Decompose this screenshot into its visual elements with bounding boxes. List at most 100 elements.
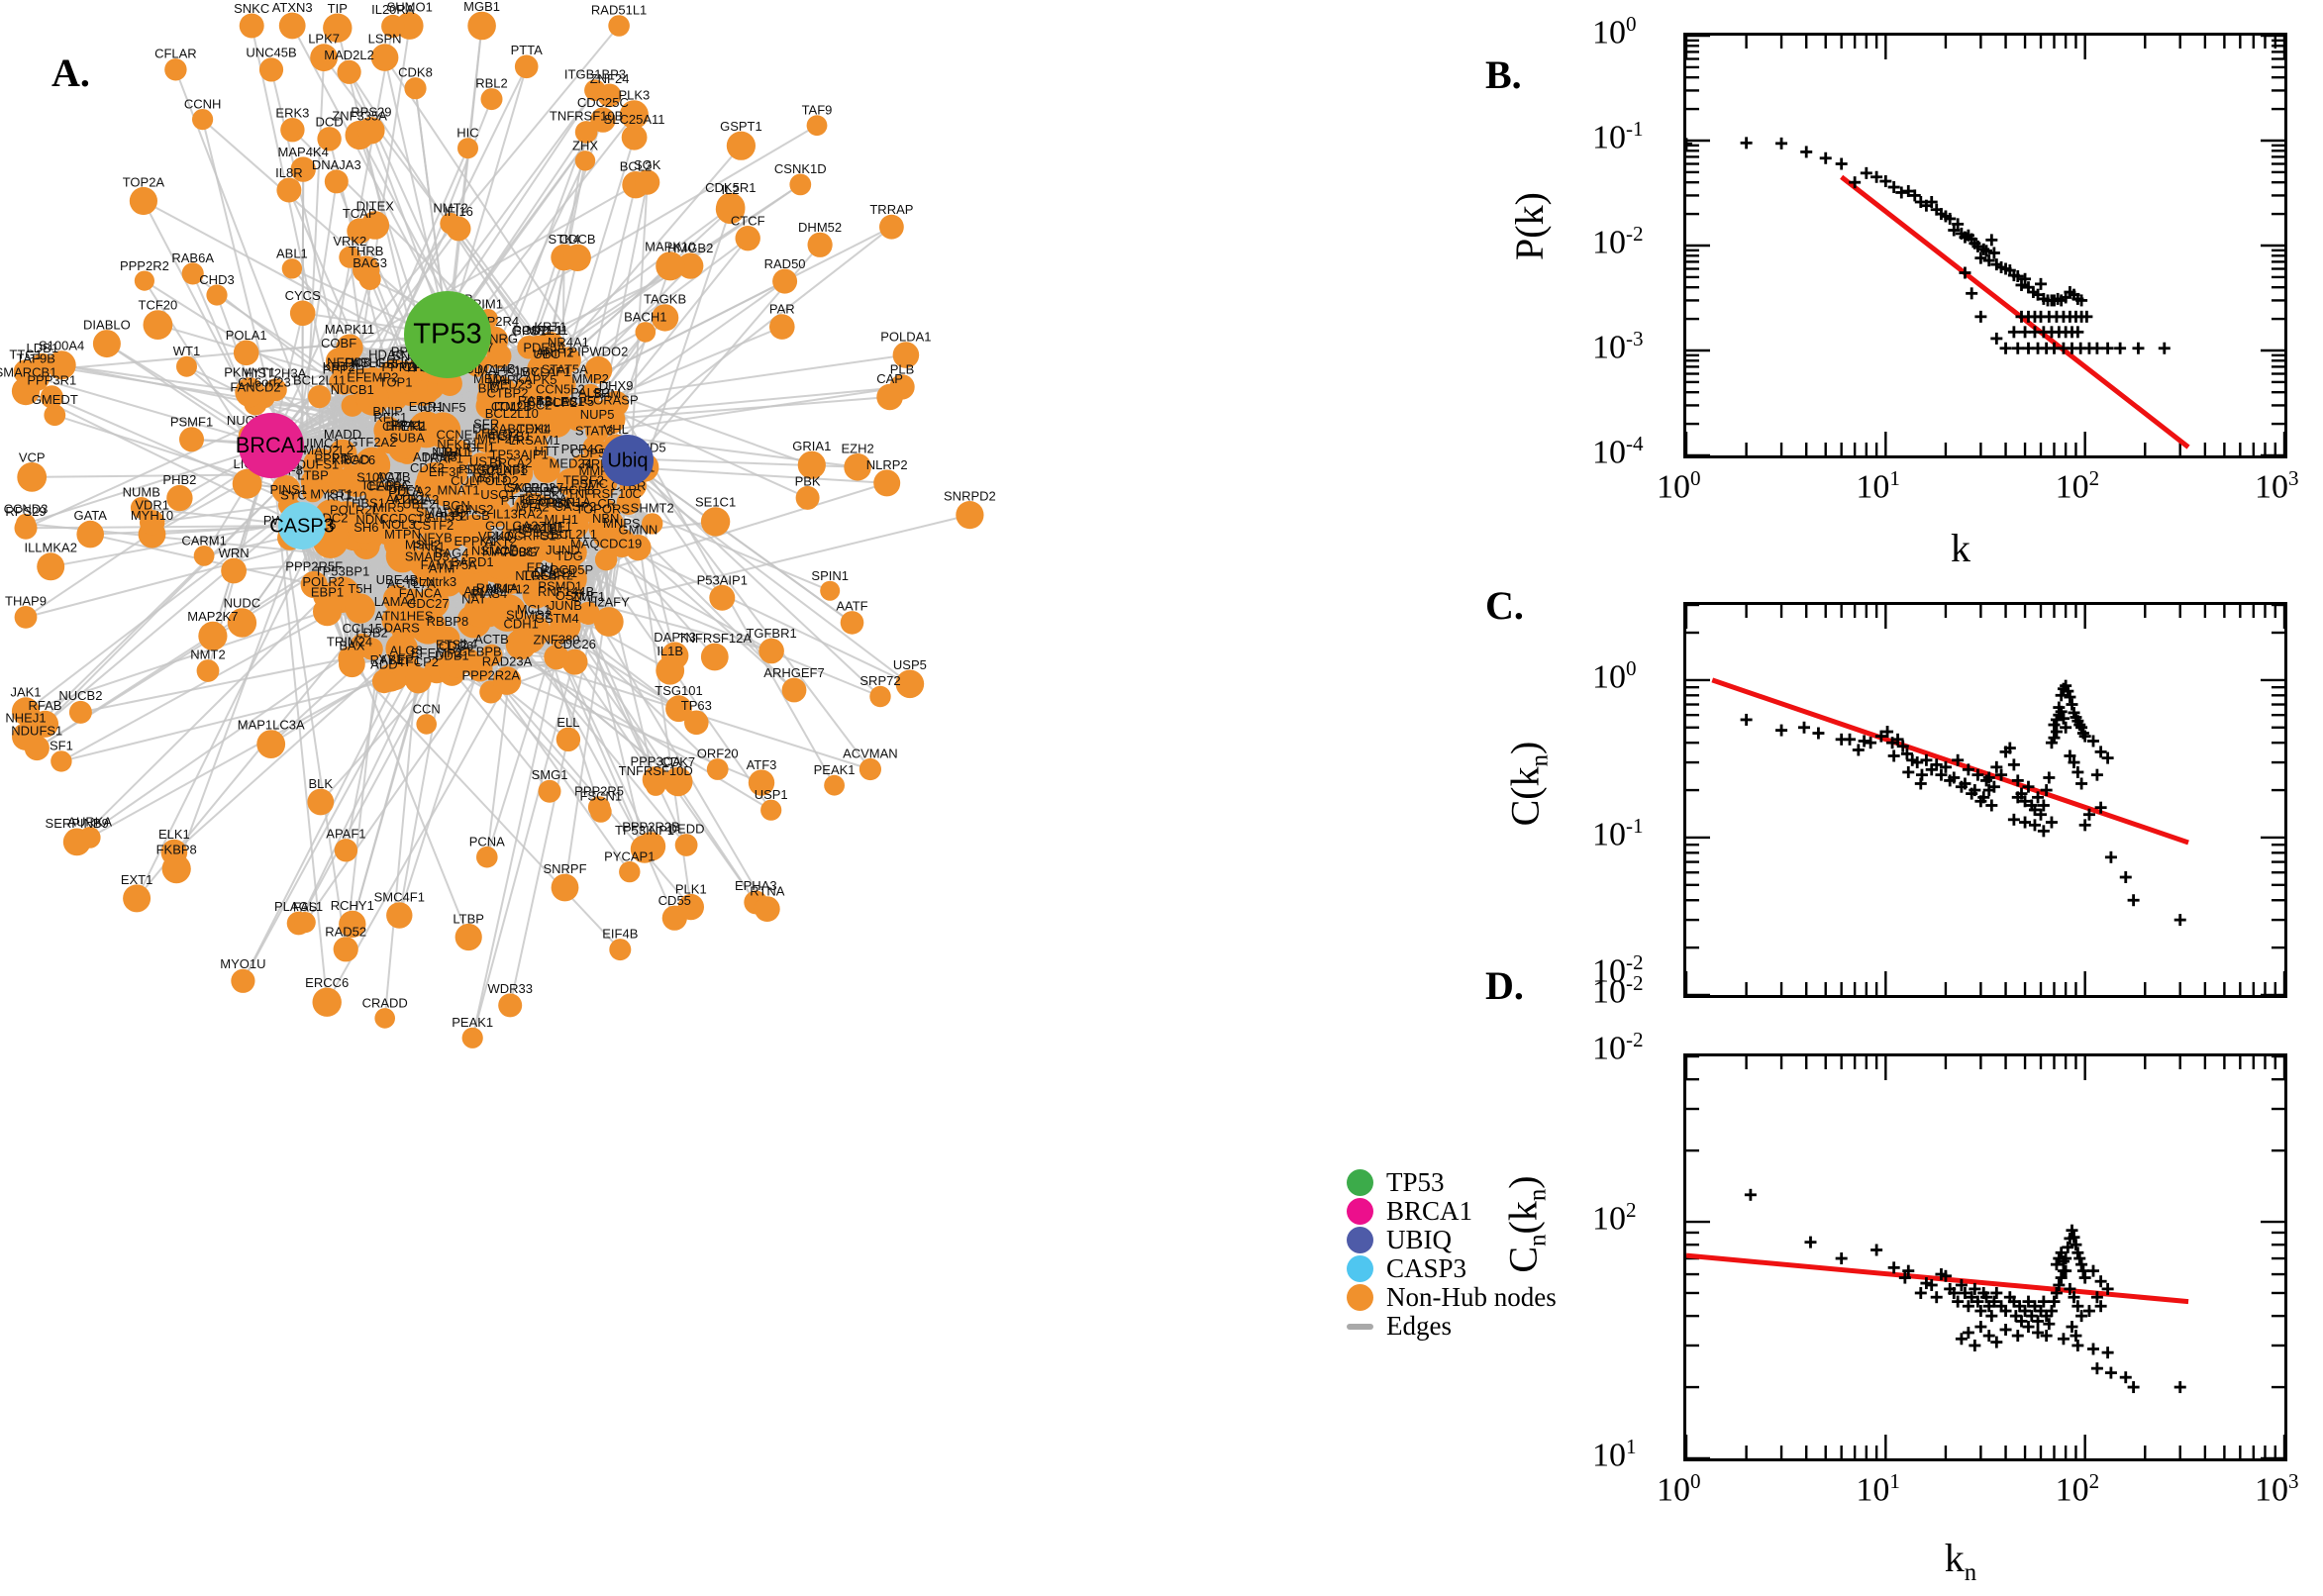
network-node[interactable] [280, 118, 305, 143]
network-node[interactable] [665, 695, 692, 723]
network-node[interactable] [840, 611, 864, 635]
network-node[interactable] [336, 334, 363, 361]
network-node[interactable] [395, 12, 424, 40]
network-node[interactable] [895, 669, 925, 699]
network-node[interactable] [50, 750, 72, 772]
network-node[interactable] [869, 685, 891, 708]
network-node[interactable] [512, 620, 547, 654]
network-node[interactable] [461, 1027, 483, 1048]
network-node[interactable] [389, 360, 422, 394]
network-node[interactable] [735, 226, 760, 251]
network-node[interactable] [129, 186, 157, 216]
network-node[interactable] [760, 799, 782, 821]
network-node[interactable] [588, 475, 614, 501]
network-node[interactable] [221, 557, 248, 584]
network-node[interactable] [642, 513, 663, 535]
network-node[interactable] [281, 258, 303, 279]
network-node[interactable] [307, 788, 335, 816]
network-node[interactable] [550, 507, 578, 536]
network-nodes[interactable]: GATAALG8TAF9BABL1CDC14BTHAP9KIAA0087MAP1… [0, 0, 996, 1048]
network-node[interactable] [460, 546, 489, 574]
network-node[interactable] [635, 322, 656, 343]
network-node[interactable] [313, 597, 342, 627]
network-node[interactable] [663, 766, 693, 797]
network-node[interactable] [347, 508, 382, 544]
network-node[interactable] [677, 893, 704, 921]
network-node[interactable] [76, 520, 104, 549]
network-node[interactable] [574, 150, 596, 171]
network-hub-brca1[interactable] [239, 413, 304, 478]
network-node[interactable] [684, 710, 709, 736]
network-node[interactable] [17, 462, 48, 492]
network-node[interactable] [263, 378, 287, 402]
network-node[interactable] [476, 846, 498, 868]
network-node[interactable] [522, 492, 549, 520]
network-node[interactable] [47, 350, 76, 380]
network-hub-ubiq[interactable] [602, 435, 654, 486]
network-node[interactable] [438, 557, 465, 586]
network-node[interactable] [289, 300, 316, 327]
network-node[interactable] [486, 344, 512, 369]
network-node[interactable] [491, 411, 518, 438]
network-node[interactable] [164, 58, 187, 81]
network-node[interactable] [290, 156, 316, 182]
network-node[interactable] [385, 633, 419, 665]
network-node[interactable] [198, 621, 228, 651]
network-node[interactable] [795, 485, 820, 510]
network-node[interactable] [385, 539, 420, 573]
network-node[interactable] [176, 355, 197, 377]
network-node[interactable] [539, 577, 572, 611]
network-node[interactable] [656, 251, 685, 281]
network-node[interactable] [748, 769, 775, 796]
network-node[interactable] [716, 192, 746, 222]
network-node[interactable] [589, 801, 612, 823]
network-node[interactable] [323, 13, 353, 43]
network-node[interactable] [161, 854, 191, 884]
network-node[interactable] [294, 912, 316, 934]
network-node[interactable] [758, 638, 784, 664]
network-node[interactable] [858, 757, 882, 781]
network-node[interactable] [339, 910, 366, 939]
network-node[interactable] [140, 510, 165, 536]
network-node[interactable] [892, 342, 920, 368]
network-node[interactable] [597, 83, 622, 108]
network-node[interactable] [143, 310, 173, 340]
network-node[interactable] [37, 552, 65, 581]
network-node[interactable] [508, 541, 543, 575]
network-node[interactable] [360, 638, 383, 660]
network-node[interactable] [381, 14, 405, 39]
network-node[interactable] [429, 463, 456, 490]
network-node[interactable] [258, 57, 284, 82]
network-node[interactable] [536, 332, 565, 361]
network-node[interactable] [454, 923, 482, 951]
network-node[interactable] [374, 1008, 396, 1029]
network-node[interactable] [781, 677, 807, 703]
network-node[interactable] [456, 514, 492, 549]
network-node[interactable] [700, 643, 729, 671]
network-node[interactable] [360, 211, 390, 240]
network-node[interactable] [956, 500, 984, 530]
network-node[interactable] [480, 88, 503, 111]
network-node[interactable] [317, 127, 342, 151]
network-node[interactable] [706, 758, 729, 780]
network-node[interactable] [425, 412, 461, 449]
network-node[interactable] [44, 404, 66, 427]
network-node[interactable] [569, 453, 596, 480]
network-node[interactable] [239, 13, 264, 39]
network-node[interactable] [312, 987, 342, 1017]
network-node[interactable] [256, 730, 286, 758]
network-node[interactable] [608, 15, 630, 37]
network-hub-casp3[interactable] [278, 502, 326, 549]
network-node[interactable] [324, 169, 349, 194]
network-node[interactable] [375, 481, 412, 518]
network-node[interactable] [492, 666, 522, 695]
network-node[interactable] [642, 766, 669, 793]
network-node[interactable] [24, 735, 50, 761]
network-node[interactable] [769, 314, 795, 340]
network-node[interactable] [179, 427, 204, 452]
network-node[interactable] [674, 834, 698, 856]
network-node[interactable] [68, 700, 92, 724]
network-node[interactable] [14, 516, 38, 540]
network-node[interactable] [538, 779, 561, 803]
network-node[interactable] [123, 884, 152, 913]
